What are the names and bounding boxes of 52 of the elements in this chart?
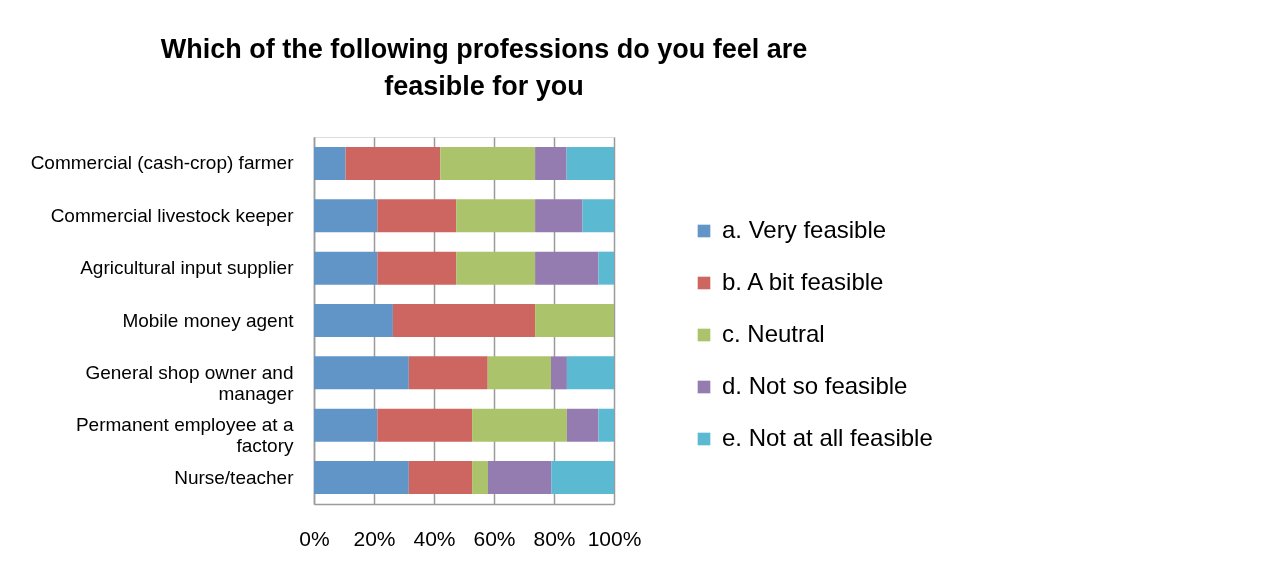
bar xyxy=(551,461,614,495)
bar xyxy=(488,461,552,495)
bar xyxy=(566,356,614,390)
bar xyxy=(314,251,378,285)
bar xyxy=(392,304,536,337)
bar xyxy=(440,146,536,180)
bar xyxy=(314,356,409,390)
y-tick-label: Permanent employee at a factory xyxy=(75,414,294,457)
y-tick-label: Nurse/teacher xyxy=(174,466,295,488)
chart-title: Which of the following professions do you feel are feasible for you xyxy=(160,34,808,101)
x-tick-label: 20% xyxy=(353,526,396,550)
bar xyxy=(472,408,567,442)
bar xyxy=(456,199,536,233)
bar xyxy=(377,199,457,233)
bar xyxy=(472,461,488,495)
bar xyxy=(535,199,583,233)
x-tick-label: 80% xyxy=(533,526,576,550)
legend-label: d. Not so feasible xyxy=(722,372,908,399)
legend-label: e. Not at all feasible xyxy=(722,424,933,451)
legend-label: c. Neutral xyxy=(722,320,825,347)
bar xyxy=(566,408,599,442)
y-tick-label: Commercial (cash-crop) farmer xyxy=(30,152,295,174)
y-tick-label: Mobile money agent xyxy=(122,309,295,331)
bar xyxy=(314,304,393,337)
bar xyxy=(345,146,441,180)
legend-label: b. A bit feasible xyxy=(722,268,884,295)
bar xyxy=(408,356,488,390)
bar xyxy=(551,356,567,390)
bar xyxy=(566,146,614,180)
bar xyxy=(314,461,409,495)
bar xyxy=(582,199,614,233)
bar xyxy=(408,461,473,495)
y-tick-label: Commercial livestock keeper xyxy=(50,204,295,226)
bar xyxy=(314,146,346,180)
y-tick-label: General shop owner and manager xyxy=(85,361,295,404)
bar xyxy=(598,408,614,442)
bar xyxy=(456,251,536,285)
bar xyxy=(377,251,457,285)
x-tick-label: 100% xyxy=(587,526,642,550)
bar xyxy=(535,251,599,285)
bar xyxy=(314,199,378,233)
bar xyxy=(535,146,567,180)
bar xyxy=(598,251,614,285)
bar xyxy=(487,356,551,390)
bar xyxy=(535,304,614,337)
x-tick-label: 40% xyxy=(413,526,456,550)
bar xyxy=(314,408,378,442)
y-tick-label: Agricultural input supplier xyxy=(80,257,295,279)
legend-label: a. Very feasible xyxy=(722,216,887,243)
x-tick-label: 0% xyxy=(299,526,330,550)
x-tick-label: 60% xyxy=(473,526,516,550)
bar xyxy=(377,408,473,442)
